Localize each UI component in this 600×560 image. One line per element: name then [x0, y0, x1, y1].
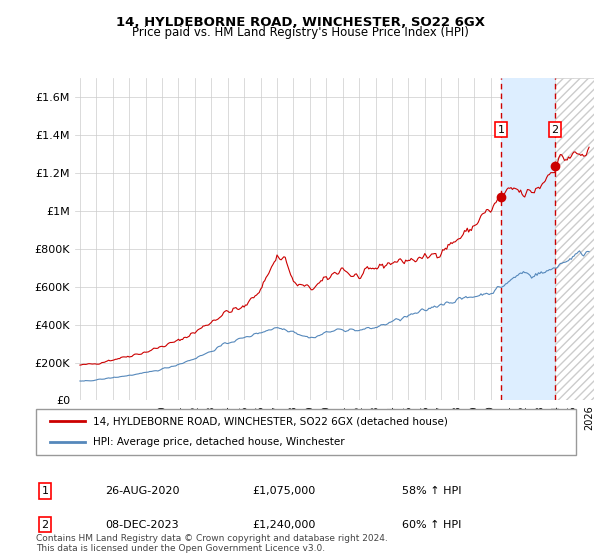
Text: 1: 1: [498, 124, 505, 134]
Text: 2: 2: [41, 520, 49, 530]
Text: Contains HM Land Registry data © Crown copyright and database right 2024.
This d: Contains HM Land Registry data © Crown c…: [36, 534, 388, 553]
Text: £1,240,000: £1,240,000: [252, 520, 316, 530]
Bar: [501, 78, 555, 400]
Text: 08-DEC-2023: 08-DEC-2023: [105, 520, 179, 530]
Text: 14, HYLDEBORNE ROAD, WINCHESTER, SO22 6GX (detached house): 14, HYLDEBORNE ROAD, WINCHESTER, SO22 6G…: [92, 416, 448, 426]
Text: 1: 1: [41, 486, 49, 496]
Text: £1,075,000: £1,075,000: [252, 486, 315, 496]
Text: 14, HYLDEBORNE ROAD, WINCHESTER, SO22 6GX: 14, HYLDEBORNE ROAD, WINCHESTER, SO22 6G…: [115, 16, 485, 29]
Text: 60% ↑ HPI: 60% ↑ HPI: [402, 520, 461, 530]
Bar: [555, 78, 594, 400]
Text: HPI: Average price, detached house, Winchester: HPI: Average price, detached house, Winc…: [92, 437, 344, 447]
Text: 2: 2: [551, 124, 559, 134]
Text: Price paid vs. HM Land Registry's House Price Index (HPI): Price paid vs. HM Land Registry's House …: [131, 26, 469, 39]
Text: 26-AUG-2020: 26-AUG-2020: [105, 486, 179, 496]
Text: 58% ↑ HPI: 58% ↑ HPI: [402, 486, 461, 496]
